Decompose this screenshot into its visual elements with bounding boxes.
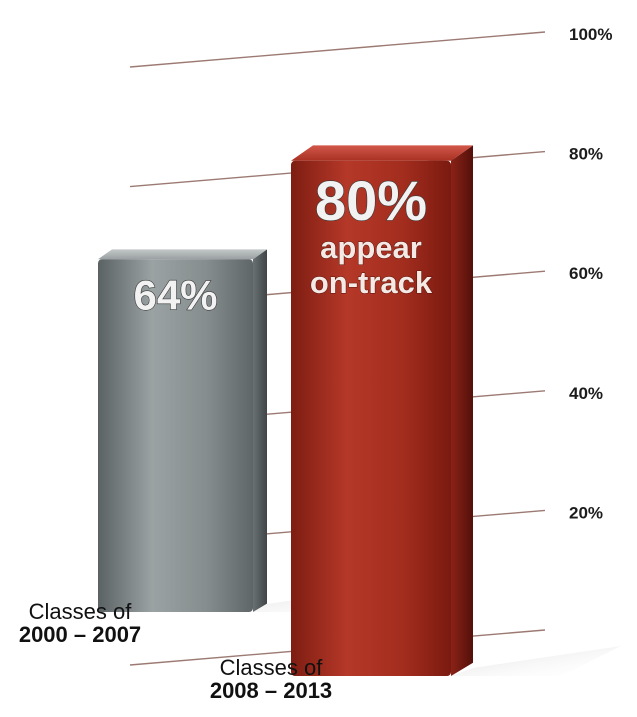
bar-top-1 xyxy=(98,249,267,260)
bar-side-1 xyxy=(253,249,267,612)
bar-value-label-1: 64% xyxy=(133,272,217,319)
bar-front-1 xyxy=(98,259,253,612)
y-tick-labels-group: 20% 40% 60% 80% 100% xyxy=(569,25,612,522)
gridline-100 xyxy=(129,31,546,68)
category-label-2: Classes of 2008 – 2013 xyxy=(195,656,347,702)
bar-value-label-2: 80% xyxy=(315,169,427,232)
category-label-2-line1: Classes of xyxy=(219,655,323,680)
y-tick-label-80: 80% xyxy=(569,145,603,164)
y-tick-label-100: 100% xyxy=(569,25,612,44)
bar-side-2 xyxy=(451,145,473,676)
category-label-2-line2: 2008 – 2013 xyxy=(209,678,333,704)
y-tick-label-20: 20% xyxy=(569,503,603,522)
bar-annotation-line-2: on-track xyxy=(310,265,433,300)
category-label-1-line2: 2000 – 2007 xyxy=(18,622,142,648)
category-label-1-line1: Classes of xyxy=(28,599,132,624)
bar-annotation-line-1: appear xyxy=(320,230,422,265)
category-label-1: Classes of 2000 – 2007 xyxy=(4,600,156,646)
bar-shadow-2 xyxy=(451,646,621,676)
y-tick-label-60: 60% xyxy=(569,264,603,283)
bar-1: 64% xyxy=(98,249,267,612)
y-tick-label-40: 40% xyxy=(569,384,603,403)
bar-top-2 xyxy=(291,145,473,161)
bar-front-2 xyxy=(291,160,451,677)
